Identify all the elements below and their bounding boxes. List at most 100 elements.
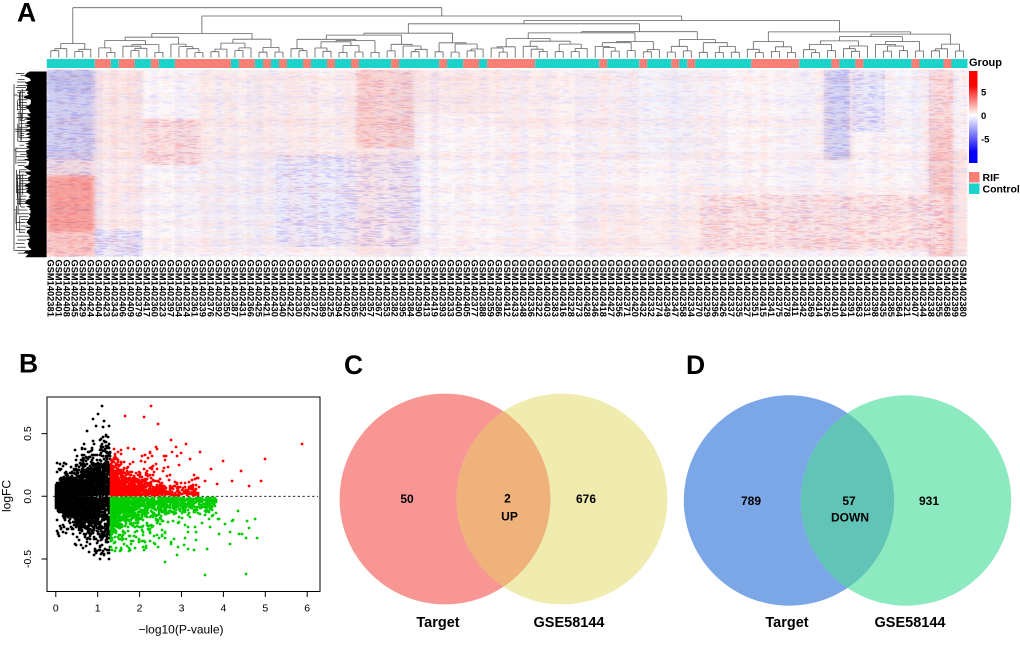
svg-text:GSM1402406: GSM1402406 [118, 260, 128, 317]
svg-text:GSM1402434: GSM1402434 [838, 260, 848, 318]
svg-text:GSM1402365: GSM1402365 [350, 260, 360, 317]
svg-text:A: A [17, 0, 36, 28]
svg-text:GSM1402403: GSM1402403 [542, 260, 552, 317]
svg-text:GSM1402381: GSM1402381 [45, 260, 55, 317]
svg-text:GSM1402400: GSM1402400 [454, 260, 464, 317]
svg-text:1: 1 [95, 603, 101, 615]
svg-text:GSM1402349: GSM1402349 [662, 260, 672, 317]
svg-text:GSM1402333: GSM1402333 [446, 260, 456, 317]
svg-text:GSM1402425: GSM1402425 [254, 260, 264, 317]
svg-text:GSM1402427: GSM1402427 [606, 260, 616, 317]
svg-text:GSM1402358: GSM1402358 [678, 260, 688, 317]
svg-text:D: D [686, 350, 705, 380]
svg-text:GSM1402339: GSM1402339 [198, 260, 208, 317]
svg-text:GSM1402418: GSM1402418 [598, 260, 608, 317]
svg-text:GSM1402396: GSM1402396 [710, 260, 720, 317]
svg-text:GSM1402356: GSM1402356 [614, 260, 624, 317]
svg-text:GSM1402386: GSM1402386 [494, 260, 504, 317]
svg-text:GSM1402324: GSM1402324 [182, 260, 192, 318]
svg-text:GSM1402419: GSM1402419 [430, 260, 440, 317]
svg-text:GSM1402360: GSM1402360 [150, 260, 160, 317]
svg-text:0.5: 0.5 [22, 426, 34, 441]
svg-text:GSM1402370: GSM1402370 [694, 260, 704, 317]
svg-text:676: 676 [576, 492, 596, 506]
svg-text:GSM1402346: GSM1402346 [590, 260, 600, 317]
svg-text:GSM1402323: GSM1402323 [158, 260, 168, 317]
svg-text:GSM1402329: GSM1402329 [702, 260, 712, 317]
svg-text:GSM1402359: GSM1402359 [486, 260, 496, 317]
svg-text:GSM1402390: GSM1402390 [414, 260, 424, 317]
svg-text:GSM1402383: GSM1402383 [550, 260, 560, 317]
svg-text:0.0: 0.0 [22, 489, 34, 504]
svg-text:GSM1402394: GSM1402394 [334, 260, 344, 318]
svg-text:GSM1402336: GSM1402336 [526, 260, 536, 317]
svg-text:GSM1402371: GSM1402371 [622, 260, 632, 317]
svg-text:GSM1402352: GSM1402352 [358, 260, 368, 317]
svg-text:Group: Group [969, 57, 1002, 69]
svg-text:6: 6 [304, 603, 310, 615]
svg-text:GSM1402420: GSM1402420 [630, 260, 640, 317]
svg-text:GSM1402389: GSM1402389 [318, 260, 328, 317]
svg-text:GSM1402424: GSM1402424 [85, 260, 95, 318]
svg-text:GSM1402411: GSM1402411 [790, 260, 800, 317]
svg-text:GSM1402331: GSM1402331 [862, 260, 872, 317]
svg-text:GSM1402354: GSM1402354 [174, 260, 184, 318]
svg-text:GSM1402347: GSM1402347 [670, 260, 680, 317]
svg-text:GSM1402380: GSM1402380 [958, 260, 968, 317]
svg-text:GSM1402328: GSM1402328 [566, 260, 576, 317]
svg-text:GSM1402373: GSM1402373 [574, 260, 584, 317]
svg-text:GSM1402415: GSM1402415 [758, 260, 768, 317]
svg-text:GSM1402410: GSM1402410 [830, 260, 840, 317]
svg-text:C: C [344, 350, 363, 380]
svg-text:-5: -5 [981, 135, 990, 146]
svg-text:GSM1402340: GSM1402340 [278, 260, 288, 317]
svg-text:-0.5: -0.5 [22, 550, 34, 568]
svg-text:GSM1402408: GSM1402408 [61, 260, 71, 317]
svg-text:GSM1402409: GSM1402409 [126, 260, 136, 317]
svg-text:GSE58144: GSE58144 [534, 615, 605, 631]
svg-text:57: 57 [842, 494, 856, 508]
svg-text:GSM1402342: GSM1402342 [798, 260, 808, 317]
svg-text:GSM1402345: GSM1402345 [69, 260, 79, 317]
svg-text:GSM1402393: GSM1402393 [438, 260, 448, 317]
svg-text:GSM1402433: GSM1402433 [510, 260, 520, 317]
svg-text:GSM1402372: GSM1402372 [310, 260, 320, 317]
svg-text:GSM1402369: GSM1402369 [806, 260, 816, 317]
svg-text:GSM1402363: GSM1402363 [854, 260, 864, 317]
svg-text:GSM1402355: GSM1402355 [934, 260, 944, 317]
svg-text:GSM1402432: GSM1402432 [638, 260, 648, 317]
svg-text:931: 931 [919, 494, 939, 508]
svg-text:logFC: logFC [0, 480, 14, 512]
svg-text:GSM1402387: GSM1402387 [230, 260, 240, 317]
svg-text:GSM1402348: GSM1402348 [518, 260, 528, 317]
svg-text:GSM1402376: GSM1402376 [206, 260, 216, 317]
svg-text:GSM1402325: GSM1402325 [326, 260, 336, 317]
svg-text:GSM1402428: GSM1402428 [582, 260, 592, 317]
svg-text:GSM1402366: GSM1402366 [246, 260, 256, 317]
svg-text:GSM1402429: GSM1402429 [77, 260, 87, 317]
svg-text:Target: Target [765, 615, 808, 631]
svg-text:Target: Target [416, 615, 459, 631]
svg-text:GSM1402398: GSM1402398 [870, 260, 880, 317]
svg-text:GSM1402322: GSM1402322 [534, 260, 544, 317]
svg-text:RIF: RIF [983, 172, 1001, 184]
svg-text:Control: Control [983, 184, 1020, 196]
svg-text:GSM1402407: GSM1402407 [910, 260, 920, 317]
svg-text:GSM1402412: GSM1402412 [502, 260, 512, 317]
svg-text:GSM1402397: GSM1402397 [166, 260, 176, 317]
svg-text:GSM1402332: GSM1402332 [646, 260, 656, 317]
svg-text:GSM1402413: GSM1402413 [422, 260, 432, 317]
svg-text:GSM1402395: GSM1402395 [398, 260, 408, 317]
svg-text:GSM1402344: GSM1402344 [918, 260, 928, 318]
svg-text:GSM1402402: GSM1402402 [342, 260, 352, 317]
svg-text:5: 5 [262, 603, 268, 615]
svg-text:GSM1402435: GSM1402435 [878, 260, 888, 317]
svg-text:GSM1402361: GSM1402361 [190, 260, 200, 317]
svg-text:GSM1402341: GSM1402341 [766, 260, 776, 317]
svg-text:GSM1402404: GSM1402404 [93, 260, 103, 318]
svg-text:GSM1402417: GSM1402417 [142, 260, 152, 317]
svg-text:GSM1402382: GSM1402382 [390, 260, 400, 317]
svg-text:DOWN: DOWN [831, 511, 869, 525]
svg-text:GSM1402405: GSM1402405 [462, 260, 472, 317]
svg-text:GSM1402426: GSM1402426 [718, 260, 728, 317]
